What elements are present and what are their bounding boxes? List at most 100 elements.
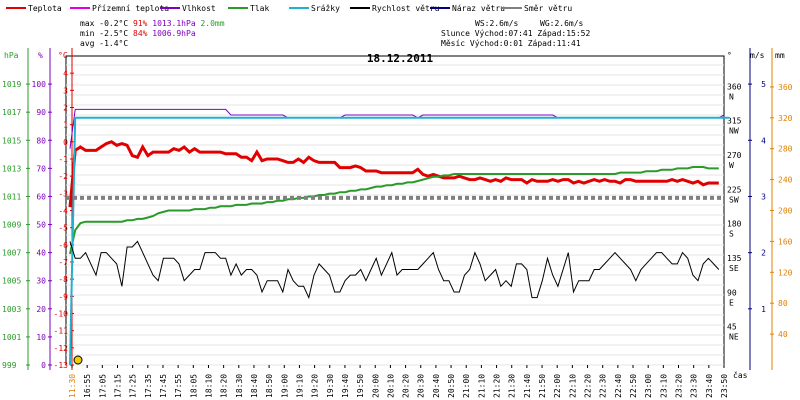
dir-tick-label: 225 [727,185,742,194]
temp-tick-label: 0 [63,138,68,147]
x-tick-label: 17:35 [144,374,153,398]
pct-tick-label: 70 [36,164,46,173]
temp-tick-label: -1 [58,155,68,164]
mm-tick-label: 120 [778,268,793,277]
info-wg: WG:2.6m/s [540,19,584,28]
x-tick-label: 18:50 [265,374,274,398]
x-tick-label: 21:00 [462,374,471,398]
legend-label: Srážky [311,4,340,13]
pct-tick-label: 90 [36,108,46,117]
dir-compass-label: S [729,230,734,239]
x-tick-label: 21:50 [538,374,547,398]
mm-tick-label: 320 [778,114,793,123]
x-tick-label: 23:20 [675,374,684,398]
pct-tick-label: 10 [36,333,46,342]
x-tick-label: 19:10 [295,374,304,398]
hpa-tick-label: 1013 [2,164,21,173]
legend: Teplota Přízemní teplota Vlhkost Tlak Srážky… [6,4,572,13]
pct-tick-label: 50 [36,221,46,230]
dir-compass-label: SE [729,264,739,273]
pct-tick-label: 40 [36,249,46,258]
x-tick-label: 21:10 [477,374,486,398]
temp-tick-label: -6 [58,241,68,250]
x-tick-label: 19:00 [280,374,289,398]
temp-tick-label: -10 [54,310,69,319]
x-tick-label: 23:50 [720,374,729,398]
dir-compass-label: W [729,161,734,170]
x-tick-label: 17:05 [98,374,107,398]
mm-axis-label: mm [775,51,785,60]
temp-tick-label: -9 [58,292,68,301]
legend-label: Směr větru [524,4,572,13]
x-tick-label: 11:30 [68,374,77,398]
legend-label: Tlak [250,4,269,13]
x-tick-label: 22:50 [629,374,638,398]
temp-tick-label: -13 [54,361,69,370]
dir-tick-label: 135 [727,254,742,263]
series-line [69,240,720,300]
legend-label: Vlhkost [182,4,216,13]
x-tick-label: 20:10 [386,374,395,398]
x-tick-label: 17:45 [159,374,168,398]
temp-tick-label: -7 [58,258,68,267]
x-tick-label: 22:00 [553,374,562,398]
legend-label: Rychlost větru [372,4,440,13]
temp-axis-label: °C [58,51,68,60]
hpa-tick-label: 1019 [2,80,21,89]
hpa-axis-label: hPa [4,51,19,60]
hpa-tick-label: 1009 [2,221,21,230]
mm-tick-label: 200 [778,207,793,216]
info-avg: avg -1.4°C [80,39,128,48]
info-block: max -0.2°C 91% 1013.1hPa 2.0mm min -2.5°… [80,19,590,48]
x-tick-label: 17:25 [129,374,138,398]
dir-compass-label: SW [729,195,739,204]
legend-label: Teplota [28,4,62,13]
x-tick-label: 21:30 [508,374,517,398]
pct-tick-label: 60 [36,192,46,201]
temp-tick-label: -3 [58,189,68,198]
hpa-tick-label: 1003 [2,305,21,314]
ms-tick-label: 2 [761,249,766,258]
dir-compass-label: N [729,92,734,101]
chart-title: 18.12.2011 [367,52,434,65]
dir-tick-label: 360 [727,82,742,91]
hpa-tick-label: 1015 [2,136,21,145]
x-tick-label: 23:00 [644,374,653,398]
x-tick-label: 23:30 [690,374,699,398]
x-tick-label: 22:10 [568,374,577,398]
x-tick-label: 20:00 [371,374,380,398]
x-tick-label: 20:20 [402,374,411,398]
series-line [68,140,719,208]
temp-tick-label: -4 [58,207,68,216]
x-tick-label: 23:10 [659,374,668,398]
mm-tick-label: 40 [778,330,788,339]
x-axis: 11:30 16:55 17:05 17:15 17:25 17:35 17:45 17:55… [68,365,748,398]
series-line [69,116,730,366]
x-tick-label: 19:20 [311,374,320,398]
mm-tick-label: 360 [778,83,793,92]
series-layer [66,108,730,366]
temp-tick-label: 3 [63,86,68,95]
pct-tick-label: 100 [32,80,47,89]
x-axis-label: čas [733,370,748,380]
ms-axis-label: m/s [750,51,765,60]
temp-tick-label: -12 [54,344,69,353]
hpa-tick-label: 1005 [2,277,21,286]
info-mesic: Měsíc Východ:0:01 Západ:11:41 [441,39,581,48]
series-line [69,166,719,255]
x-tick-label: 19:40 [341,374,350,398]
hpa-tick-label: 1007 [2,249,21,258]
dir-tick-label: 45 [727,323,737,332]
x-tick-label: 17:15 [113,374,122,398]
pct-tick-label: 20 [36,305,46,314]
dir-axis-label: ° [727,51,732,60]
x-tick-label: 19:50 [356,374,365,398]
legend-label: Náraz větru [452,4,505,13]
info-max: max -0.2°C 91% 1013.1hPa 2.0mm [80,19,225,28]
x-tick-label: 20:50 [447,374,456,398]
info-slunce: Slunce Východ:07:41 Západ:15:52 [441,29,590,38]
ms-tick-label: 4 [761,136,766,145]
hpa-tick-label: 1001 [2,333,21,342]
